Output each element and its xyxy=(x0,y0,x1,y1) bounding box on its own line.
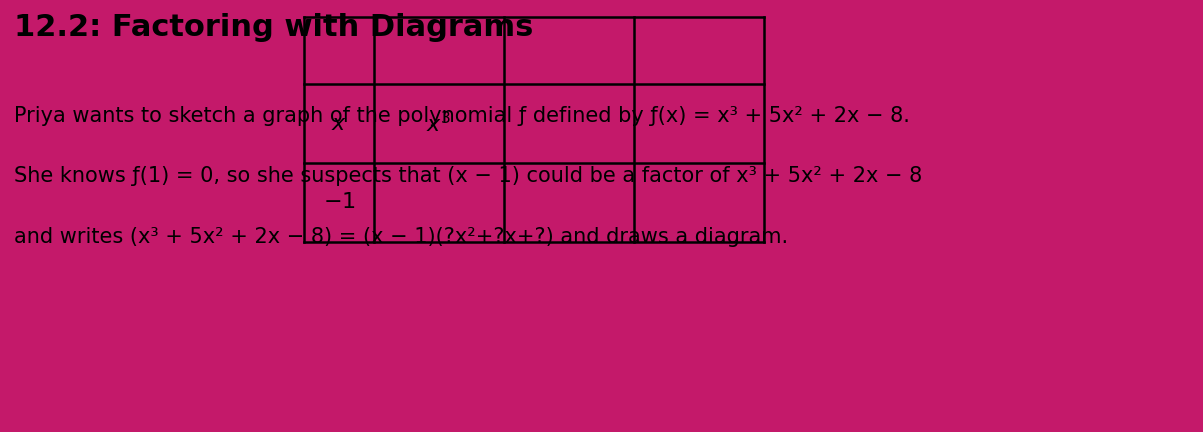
Text: Priya wants to sketch a graph of the polynomial ƒ defined by ƒ(x) = x³ + 5x² + 2: Priya wants to sketch a graph of the pol… xyxy=(14,106,911,126)
Text: 12.2: Factoring with Diagrams: 12.2: Factoring with Diagrams xyxy=(14,13,534,42)
Text: $x^3$: $x^3$ xyxy=(427,111,451,136)
Text: $-1$: $-1$ xyxy=(322,193,356,213)
Text: and writes (x³ + 5x² + 2x − 8) = (x − 1)(?x²+?x+?) and draws a diagram.: and writes (x³ + 5x² + 2x − 8) = (x − 1)… xyxy=(14,227,788,247)
Text: She knows ƒ(1) = 0, so she suspects that (x − 1) could be a factor of x³ + 5x² +: She knows ƒ(1) = 0, so she suspects that… xyxy=(14,166,923,186)
Text: $x$: $x$ xyxy=(331,114,348,133)
